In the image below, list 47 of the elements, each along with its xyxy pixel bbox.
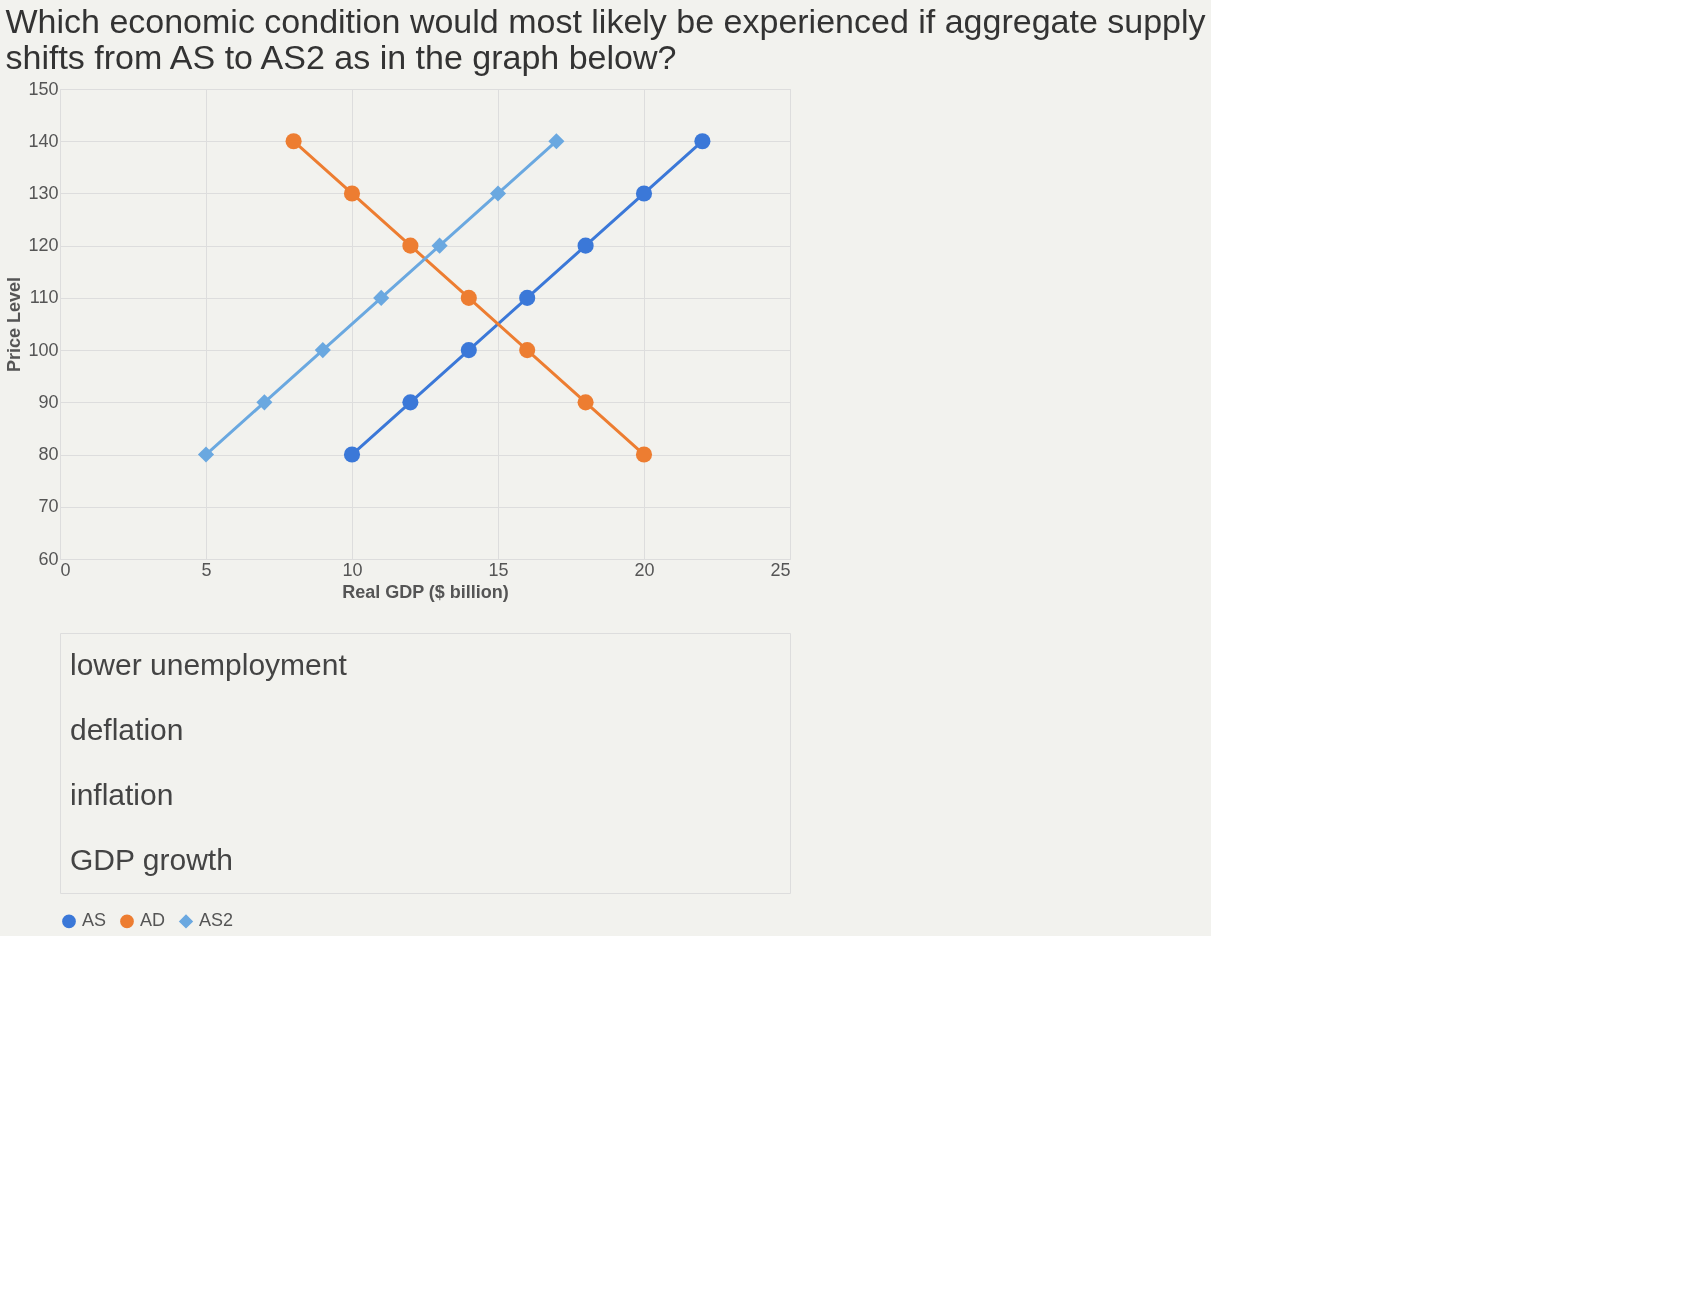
- legend-label: AS2: [199, 910, 234, 931]
- y-tick-label: 150: [28, 78, 59, 99]
- y-axis-title: Price Level: [4, 276, 25, 373]
- point: [519, 289, 536, 306]
- x-tick-label: 10: [342, 559, 363, 580]
- y-tick-label: 110: [29, 287, 59, 308]
- text: GDP growth: [70, 842, 233, 876]
- y-tick-label: 140: [28, 130, 59, 151]
- point: [635, 185, 653, 202]
- point: [519, 342, 536, 359]
- point: [314, 342, 331, 359]
- point: [548, 133, 565, 150]
- chart-title: Which economic condition would most likely be experienced if aggregate supply shifts from AS to AS2 as in the graph below?: [5, 1, 1206, 76]
- point: [577, 394, 594, 411]
- x-tick-label: 0: [60, 559, 71, 580]
- y-tick-label: 130: [28, 182, 59, 203]
- point: [256, 394, 273, 411]
- x-tick-label: 25: [770, 559, 791, 580]
- point: [402, 394, 419, 411]
- legend-label: AS: [82, 910, 107, 931]
- y-tick-label: 100: [28, 339, 59, 360]
- x-axis-title: Real GDP ($ billion): [342, 581, 509, 602]
- point: [197, 446, 215, 463]
- x-tick-label: 5: [201, 559, 212, 580]
- point: [694, 133, 711, 150]
- point: [577, 237, 594, 254]
- point: [460, 342, 477, 359]
- text: deflation: [70, 712, 184, 746]
- y-tick-label: 90: [38, 391, 59, 412]
- y-tick-label: 60: [38, 548, 59, 569]
- x-tick-label: 15: [488, 559, 509, 580]
- x-tick-label: 20: [634, 559, 655, 580]
- point: [635, 446, 653, 463]
- point: [489, 185, 507, 202]
- point: [343, 185, 361, 202]
- point: [460, 289, 477, 306]
- legend-label: AD: [140, 910, 166, 931]
- point: [402, 237, 419, 254]
- y-tick-label: 80: [38, 444, 59, 465]
- text: lower unemployment: [70, 647, 348, 681]
- text: inflation: [70, 777, 174, 811]
- y-tick-label: 120: [28, 235, 59, 256]
- point: [431, 237, 448, 254]
- point: [373, 289, 390, 306]
- point: [343, 446, 361, 463]
- y-tick-label: 70: [38, 496, 59, 517]
- point: [285, 133, 302, 150]
